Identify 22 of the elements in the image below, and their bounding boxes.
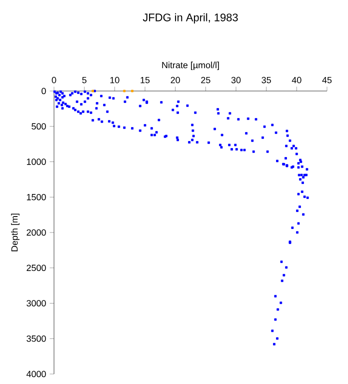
y-tick-label: 1000 <box>26 158 46 165</box>
x-tick-label: 10 <box>110 76 120 84</box>
y-tick-label: 0 <box>42 88 46 94</box>
y-tick-label: 2500 <box>26 264 46 272</box>
x-tick-label: 30 <box>231 76 241 84</box>
x-tick-label: 45 <box>322 76 332 84</box>
y-axis-title: Depth [m] <box>11 214 20 252</box>
x-tick-label: 15 <box>140 76 150 84</box>
y-tick-label: 4000 <box>26 370 46 378</box>
x-tick-label: 25 <box>201 76 210 84</box>
y-tick-label: 3000 <box>26 300 46 306</box>
y-tick-label: 2000 <box>26 229 46 236</box>
y-tick-label: 3500 <box>26 335 46 342</box>
chart-title: JFDG in April, 1983 <box>142 13 238 24</box>
x-tick-label: 0 <box>52 76 56 84</box>
x-axis-title: Nitrate [µmol/l] <box>162 62 219 70</box>
y-tick-label: 1500 <box>26 194 46 200</box>
x-tick-label: 35 <box>262 76 271 84</box>
x-tick-label: 5 <box>82 76 86 84</box>
x-tick-label: 40 <box>292 76 302 84</box>
y-tick-label: 500 <box>32 123 46 130</box>
x-tick-label: 20 <box>170 76 180 84</box>
